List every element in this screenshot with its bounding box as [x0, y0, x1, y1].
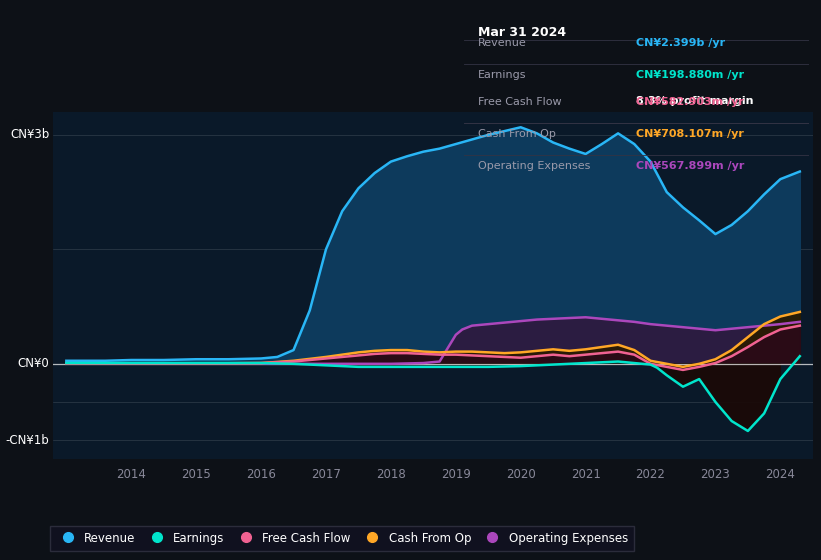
Text: CN¥2.399b /yr: CN¥2.399b /yr — [636, 38, 726, 48]
Text: CN¥198.880m /yr: CN¥198.880m /yr — [636, 69, 745, 80]
Legend: Revenue, Earnings, Free Cash Flow, Cash From Op, Operating Expenses: Revenue, Earnings, Free Cash Flow, Cash … — [50, 526, 634, 550]
Text: CN¥708.107m /yr: CN¥708.107m /yr — [636, 129, 744, 139]
Text: -CN¥1b: -CN¥1b — [6, 433, 49, 447]
Text: Mar 31 2024: Mar 31 2024 — [478, 26, 566, 39]
Text: 8.3% profit margin: 8.3% profit margin — [636, 96, 754, 105]
Text: CN¥567.899m /yr: CN¥567.899m /yr — [636, 161, 745, 171]
Text: Cash From Op: Cash From Op — [478, 129, 556, 139]
Text: Free Cash Flow: Free Cash Flow — [478, 97, 562, 108]
Text: CN¥3b: CN¥3b — [11, 128, 49, 141]
Text: Revenue: Revenue — [478, 38, 526, 48]
Text: Operating Expenses: Operating Expenses — [478, 161, 590, 171]
Text: Earnings: Earnings — [478, 69, 526, 80]
Text: CN¥582.903m /yr: CN¥582.903m /yr — [636, 97, 744, 108]
Text: CN¥0: CN¥0 — [18, 357, 49, 370]
